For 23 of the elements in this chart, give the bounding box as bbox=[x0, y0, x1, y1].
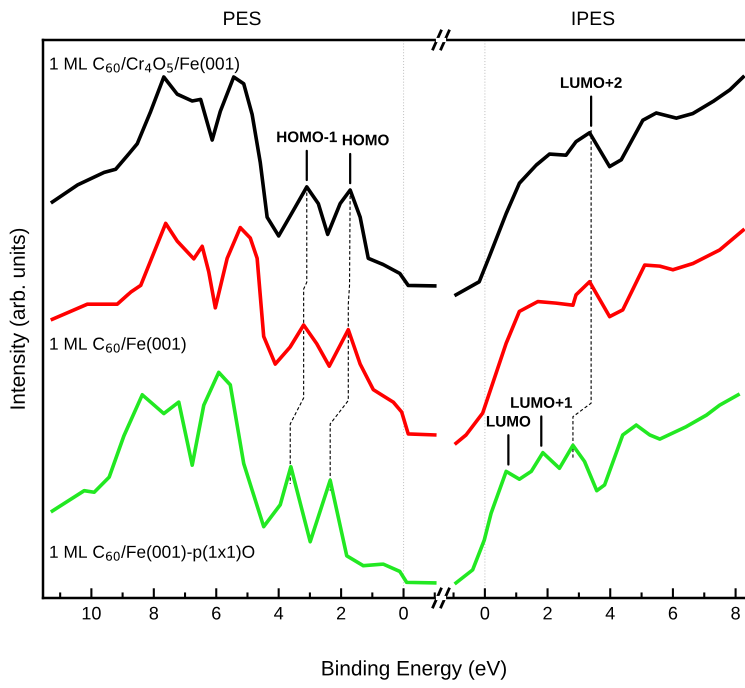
x-tick-label: 2 bbox=[543, 606, 552, 620]
x-tick-label: 8 bbox=[731, 606, 740, 620]
x-tick-label: 6 bbox=[668, 606, 678, 620]
x-tick-label: 4 bbox=[606, 606, 615, 620]
x-tick-label: 2 bbox=[337, 606, 346, 620]
x-tick-label: 6 bbox=[212, 606, 220, 620]
annotation: LUMO+2 bbox=[560, 77, 622, 88]
x-axis-title: Binding Energy (eV) bbox=[322, 660, 506, 680]
x-tick-label: 8 bbox=[150, 606, 158, 620]
annotation: LUMO+1 bbox=[511, 397, 572, 408]
x-tick-label: 0 bbox=[399, 606, 408, 620]
chart-title: PES bbox=[224, 11, 261, 26]
annotation: HOMO bbox=[342, 134, 389, 146]
x-tick-label: 0 bbox=[480, 606, 490, 620]
x-tick-label: 4 bbox=[274, 606, 284, 620]
series-label: 1 ML C$_{60}$/Cr$_{4}$O$_{5}$/Fe(001) bbox=[50, 56, 239, 74]
series-label: 1 ML C$_{60}$/Fe(001)-p(1x1)O bbox=[50, 545, 254, 562]
x-tick-label: 10 bbox=[82, 606, 101, 620]
annotation: HOMO-1 bbox=[277, 131, 337, 142]
annotation: LUMO bbox=[486, 416, 530, 427]
chart-title: IPES bbox=[572, 11, 614, 26]
series-label: 1 ML C$_{60}$/Fe(001) bbox=[50, 337, 186, 354]
y-axis-title: Intensity (arb. units) bbox=[10, 228, 30, 409]
